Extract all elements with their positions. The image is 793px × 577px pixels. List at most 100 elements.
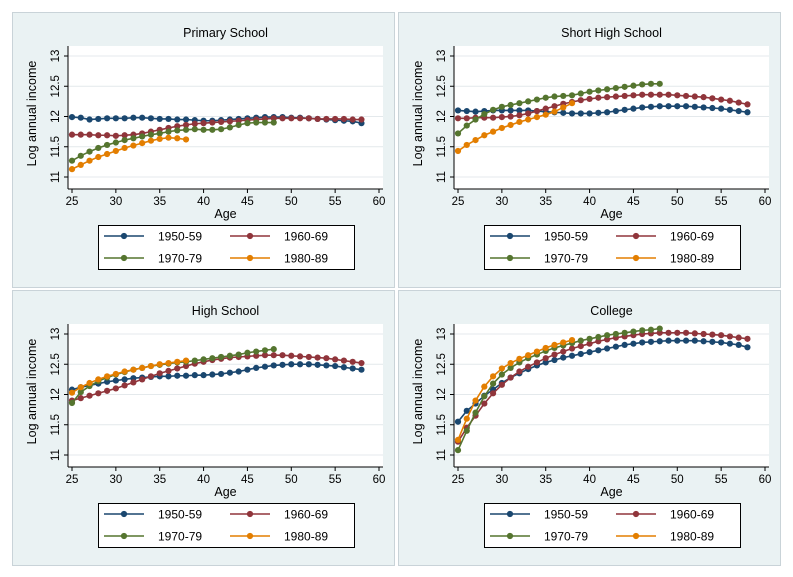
data-point (261, 119, 269, 126)
legend: 1950-59 1960-69 1970-79 1980-89 (484, 503, 741, 548)
data-point (121, 144, 128, 152)
data-point (156, 115, 163, 123)
data-point (288, 361, 295, 368)
data-point (656, 338, 663, 345)
data-point (744, 335, 751, 342)
data-point (253, 364, 260, 371)
x-tick-label: 45 (241, 474, 254, 486)
legend-item: 1970-79 (490, 530, 588, 544)
data-point (130, 142, 137, 149)
data-point (472, 137, 479, 144)
data-point (551, 351, 558, 358)
data-point (77, 131, 84, 138)
data-point (612, 343, 619, 350)
data-point (314, 115, 321, 123)
data-point (551, 93, 558, 100)
x-tick-label: 55 (715, 196, 728, 208)
legend: 1950-59 1960-69 1970-79 1980-89 (98, 503, 355, 548)
data-point (270, 115, 277, 122)
data-point (735, 99, 742, 106)
x-tick-label: 30 (109, 196, 122, 208)
x-tick-label: 55 (715, 474, 728, 486)
legend-label: 1980-89 (284, 252, 328, 266)
data-point (647, 91, 655, 98)
data-point (95, 144, 102, 152)
data-point (235, 351, 242, 358)
data-point (489, 373, 497, 380)
data-point (595, 94, 602, 101)
data-point (481, 393, 488, 400)
data-point (191, 120, 198, 127)
data-point (630, 328, 637, 335)
data-point (489, 114, 497, 121)
data-point (121, 137, 128, 144)
legend-label: 1980-89 (284, 530, 328, 544)
legend-box (484, 503, 741, 548)
legend-item: 1950-59 (104, 508, 202, 522)
data-point (191, 357, 198, 364)
legend-swatch-marker (120, 532, 128, 540)
data-point (525, 352, 532, 359)
legend-item: 1970-79 (104, 530, 202, 544)
x-tick-label: 35 (153, 196, 166, 208)
x-tick-label: 40 (197, 196, 210, 208)
data-point (200, 356, 207, 363)
data-point (86, 157, 93, 164)
data-point (358, 366, 365, 373)
x-tick-label: 30 (109, 474, 122, 486)
data-point (498, 365, 505, 372)
data-point (621, 83, 628, 90)
panel-title: College (590, 304, 632, 318)
series-line-1950-59 (457, 105, 748, 115)
y-tick-label: 13 (50, 328, 62, 341)
data-point (226, 124, 233, 131)
x-tick-label: 35 (153, 474, 166, 486)
data-point (68, 131, 76, 138)
data-point (305, 115, 312, 122)
data-point (77, 388, 84, 396)
data-point (735, 107, 742, 115)
data-point (700, 94, 707, 101)
data-point (551, 103, 558, 110)
data-point (542, 111, 549, 118)
data-point (577, 110, 584, 117)
data-point (112, 115, 119, 122)
data-point (577, 350, 584, 358)
panel-1: Primary School 11 11.5 12 12.5 13 25 30 35 40 45 50… (12, 12, 395, 288)
data-point (498, 371, 505, 378)
legend-item: 1980-89 (230, 252, 328, 266)
data-point (121, 132, 128, 139)
data-point (218, 353, 225, 361)
data-point (726, 106, 734, 113)
data-point (718, 105, 725, 112)
data-point (674, 103, 681, 110)
data-point (77, 161, 84, 168)
data-point (656, 91, 663, 98)
legend-item: 1960-69 (230, 508, 328, 522)
data-point (270, 119, 277, 126)
legend-swatch-marker (632, 510, 640, 518)
data-point (577, 343, 584, 350)
data-point (516, 100, 523, 107)
data-point (156, 135, 163, 142)
data-point (156, 370, 163, 377)
data-point (68, 157, 76, 164)
data-point (253, 348, 260, 355)
data-point (577, 337, 584, 344)
data-point (533, 107, 541, 115)
data-point (270, 362, 277, 369)
data-point (639, 339, 646, 346)
data-point (86, 131, 93, 138)
y-tick-label: 11.5 (50, 414, 62, 436)
data-point (349, 358, 356, 365)
data-point (463, 107, 470, 115)
data-point (147, 131, 155, 138)
data-point (560, 354, 567, 361)
data-point (639, 91, 646, 98)
data-point (454, 447, 462, 454)
legend-item: 1980-89 (616, 530, 714, 544)
data-point (612, 330, 619, 338)
data-point (454, 147, 462, 155)
data-point (656, 80, 663, 87)
